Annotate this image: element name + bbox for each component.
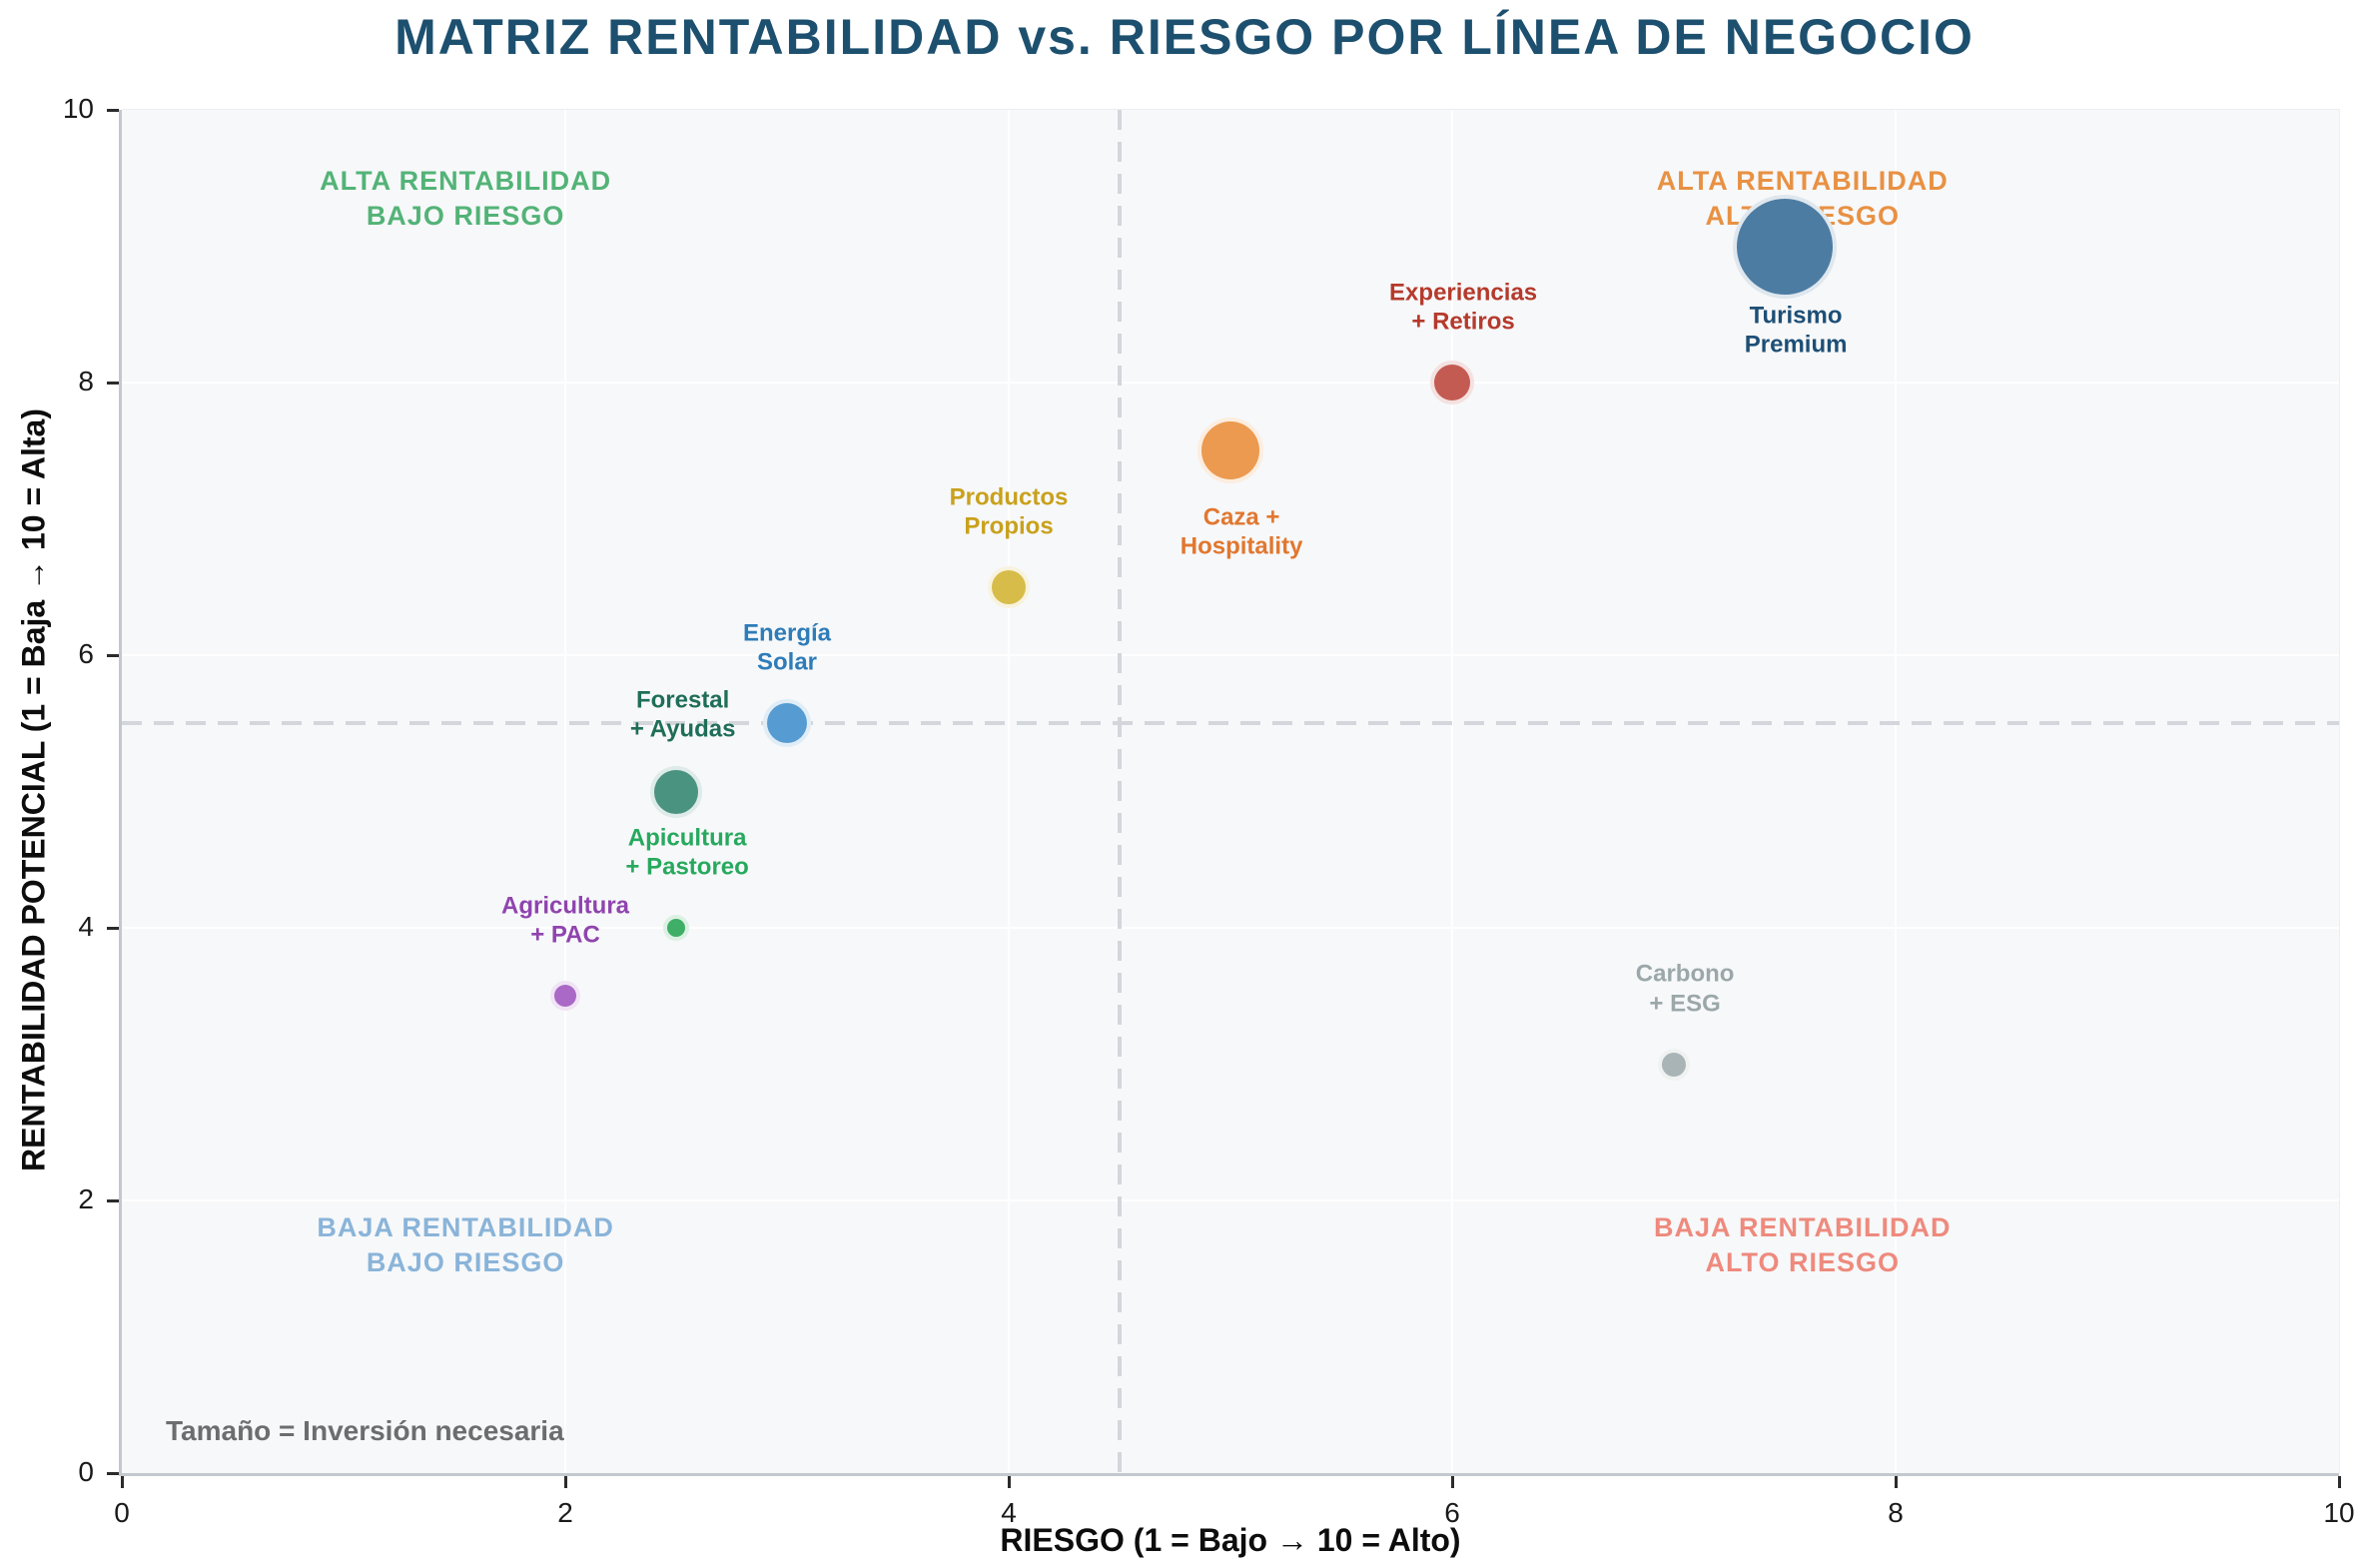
bubble-label-carbono-esg: Carbono + ESG (1636, 960, 1735, 1019)
bubble-forestal-ayudas (650, 765, 702, 818)
bubble-carbono-esg (1658, 1048, 1690, 1081)
x-axis-title: RIESGO (1 = Bajo → 10 = Alto) (1000, 1522, 1461, 1558)
x-tick-label-4: 4 (1001, 1497, 1017, 1528)
quadrant-label-line: ALTO RIESGO (1705, 1247, 1900, 1278)
bubble-label-caza-hospitality: Caza + Hospitality (1181, 503, 1303, 562)
bubble-label-experiencias-retiros: Experiencias + Retiros (1389, 279, 1537, 338)
y-tick-mark-0 (107, 1471, 119, 1475)
gridline-x-2 (564, 110, 566, 1473)
x-tick-mark-8 (1894, 1476, 1898, 1488)
plot-area: 0 2 4 6 8 10 0 2 4 6 8 10 ALTA RENTABILIDAD BAJO RIES… (63, 93, 2355, 1528)
x-tick-label-8: 8 (1888, 1497, 1904, 1528)
bubble-label-line: Energía (742, 619, 832, 647)
bubble-label-line: Premium (1744, 332, 1848, 360)
quadrant-label-line: BAJA RENTABILIDAD (317, 1211, 614, 1242)
quadrant-divider-vertical (1118, 110, 1122, 1473)
bubble-productos-propios (988, 565, 1030, 608)
quadrant-label-baja-rentabilidad-bajo-riesgo: BAJA RENTABILIDAD BAJO RIESGO (317, 1210, 614, 1280)
y-tick-label-4: 4 (78, 911, 94, 942)
x-tick-mark-2 (563, 1476, 567, 1488)
gridline-x-6 (1451, 110, 1453, 1473)
bubble-label-line: + PAC (530, 922, 600, 950)
bubble-label-line: Productos (949, 483, 1069, 511)
y-tick-label-10: 10 (62, 93, 94, 124)
bubble-label-line: Turismo (1749, 302, 1843, 330)
bubble-turismo-premium (1733, 194, 1837, 299)
x-tick-label-10: 10 (2323, 1497, 2355, 1528)
quadrant-label-alta-rentabilidad-bajo-riesgo: ALTA RENTABILIDAD BAJO RIESGO (320, 164, 611, 234)
gridline-y-6 (122, 654, 2339, 656)
y-tick-mark-4 (107, 926, 119, 930)
bubble-experiencias-retiros (1430, 361, 1474, 404)
bubble-label-forestal-ayudas: Forestal + Ayudas (630, 686, 736, 745)
quadrant-label-baja-rentabilidad-alto-riesgo: BAJA RENTABILIDAD ALTO RIESGO (1654, 1210, 1952, 1280)
quadrant-divider-horizontal (122, 721, 2339, 726)
y-tick-mark-10 (107, 108, 119, 112)
x-tick-label-6: 6 (1444, 1497, 1460, 1528)
x-tick-mark-4 (1007, 1476, 1011, 1488)
x-tick-label-2: 2 (557, 1497, 573, 1528)
x-tick-mark-6 (1450, 1476, 1454, 1488)
y-axis-title: RENTABILIDAD POTENCIAL (1 = Baja → 10 = … (15, 408, 52, 1172)
x-tick-mark-10 (2337, 1476, 2341, 1488)
bubble-label-line: + ESG (1649, 990, 1721, 1018)
bubble-label-line: Forestal (635, 686, 730, 714)
bubble-apicultura-pastoreo (663, 915, 689, 941)
axis-spine-bottom (119, 1473, 2339, 1476)
x-tick-label-0: 0 (114, 1497, 130, 1528)
bubble-label-line: Caza + (1202, 503, 1280, 531)
gridline-y-8 (122, 382, 2339, 384)
quadrant-label-line: ALTA RENTABILIDAD (1656, 165, 1949, 196)
gridline-y-4 (122, 927, 2339, 929)
bubble-label-line: + Pastoreo (625, 853, 749, 881)
x-tick-mark-0 (120, 1476, 124, 1488)
quadrant-label-line: ALTA RENTABILIDAD (320, 165, 612, 196)
bubble-label-line: Solar (756, 649, 818, 677)
bubble-energia-solar (763, 699, 811, 748)
y-tick-label-0: 0 (78, 1456, 94, 1487)
axis-spine-left (119, 110, 122, 1476)
quadrant-label-line: BAJO RIESGO (366, 200, 565, 231)
y-tick-mark-2 (107, 1198, 119, 1202)
bubble-label-productos-propios: Productos Propios (950, 482, 1069, 541)
bubble-label-turismo-premium: Turismo Premium (1745, 302, 1848, 361)
bubble-label-line: + Retiros (1411, 308, 1515, 336)
bubble-agricultura-pac (550, 981, 580, 1012)
gridline-x-4 (1008, 110, 1010, 1473)
y-tick-label-2: 2 (78, 1183, 94, 1214)
quadrant-label-line: BAJO RIESGO (366, 1247, 565, 1278)
gridline-y-2 (122, 1199, 2339, 1201)
bubble-label-line: Apicultura (627, 824, 747, 852)
y-tick-mark-6 (107, 653, 119, 657)
bubble-label-line: Carbono (1635, 961, 1735, 989)
bubble-label-line: Experiencias (1389, 279, 1538, 307)
bubble-label-line: Hospitality (1180, 533, 1303, 561)
chart-title: MATRIZ RENTABILIDAD vs. RIESGO POR LÍNEA… (395, 9, 1974, 65)
y-tick-label-6: 6 (78, 638, 94, 669)
size-legend-note: Tamaño = Inversión necesaria (166, 1415, 564, 1446)
bubble-label-agricultura-pac: Agricultura + PAC (501, 892, 629, 951)
bubble-label-line: Propios (964, 512, 1054, 540)
y-tick-label-8: 8 (78, 366, 94, 396)
bubble-caza-hospitality (1197, 417, 1263, 484)
y-tick-mark-8 (107, 381, 119, 385)
quadrant-label-line: BAJA RENTABILIDAD (1654, 1211, 1952, 1242)
bubble-label-line: + Ayudas (629, 716, 736, 744)
bubble-label-line: Agricultura (500, 892, 630, 920)
bubble-label-energia-solar: Energía Solar (743, 619, 831, 678)
gridline-x-8 (1895, 110, 1897, 1473)
bubble-label-apicultura-pastoreo: Apicultura + Pastoreo (625, 824, 748, 883)
